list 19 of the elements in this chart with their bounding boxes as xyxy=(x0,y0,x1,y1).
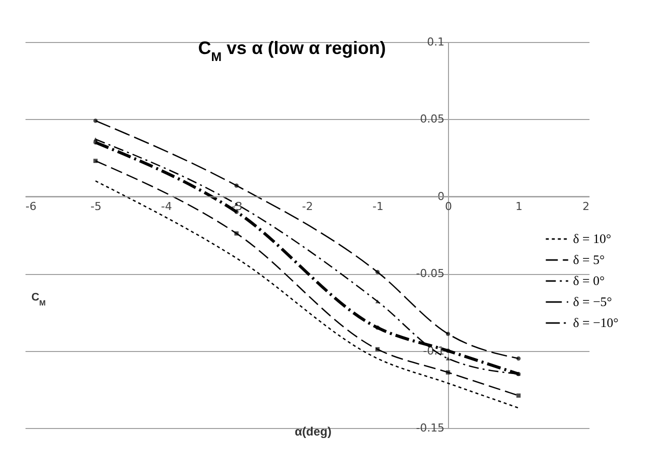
legend-label: δ = 0° xyxy=(573,273,605,288)
legend-label: δ = −10° xyxy=(573,315,618,330)
x-tick-label: 1 xyxy=(516,200,522,213)
legend-label: δ = 10° xyxy=(573,231,612,246)
y-tick-label: -0.05 xyxy=(416,267,444,280)
x-tick-label: -5 xyxy=(90,200,102,213)
x-axis-title: α(deg) xyxy=(294,424,332,438)
chart-title: C$_{M}$ vs α (low α region) xyxy=(198,38,386,64)
legend-label: δ = −5° xyxy=(573,294,612,309)
x-tick-label: -6 xyxy=(26,200,36,213)
y-tick-label: 0.1 xyxy=(427,36,444,48)
y-tick-label: -0.15 xyxy=(416,422,444,434)
y-axis-title: C$_{M}$ xyxy=(31,292,46,307)
y-tick-label: 0.05 xyxy=(420,112,444,126)
x-tick-label: -1 xyxy=(372,200,384,213)
x-tick-label: -4 xyxy=(161,200,172,213)
x-tick-label: -2 xyxy=(302,200,313,213)
x-tick-label: 2 xyxy=(582,200,590,213)
legend-label: δ = 5° xyxy=(573,252,605,267)
